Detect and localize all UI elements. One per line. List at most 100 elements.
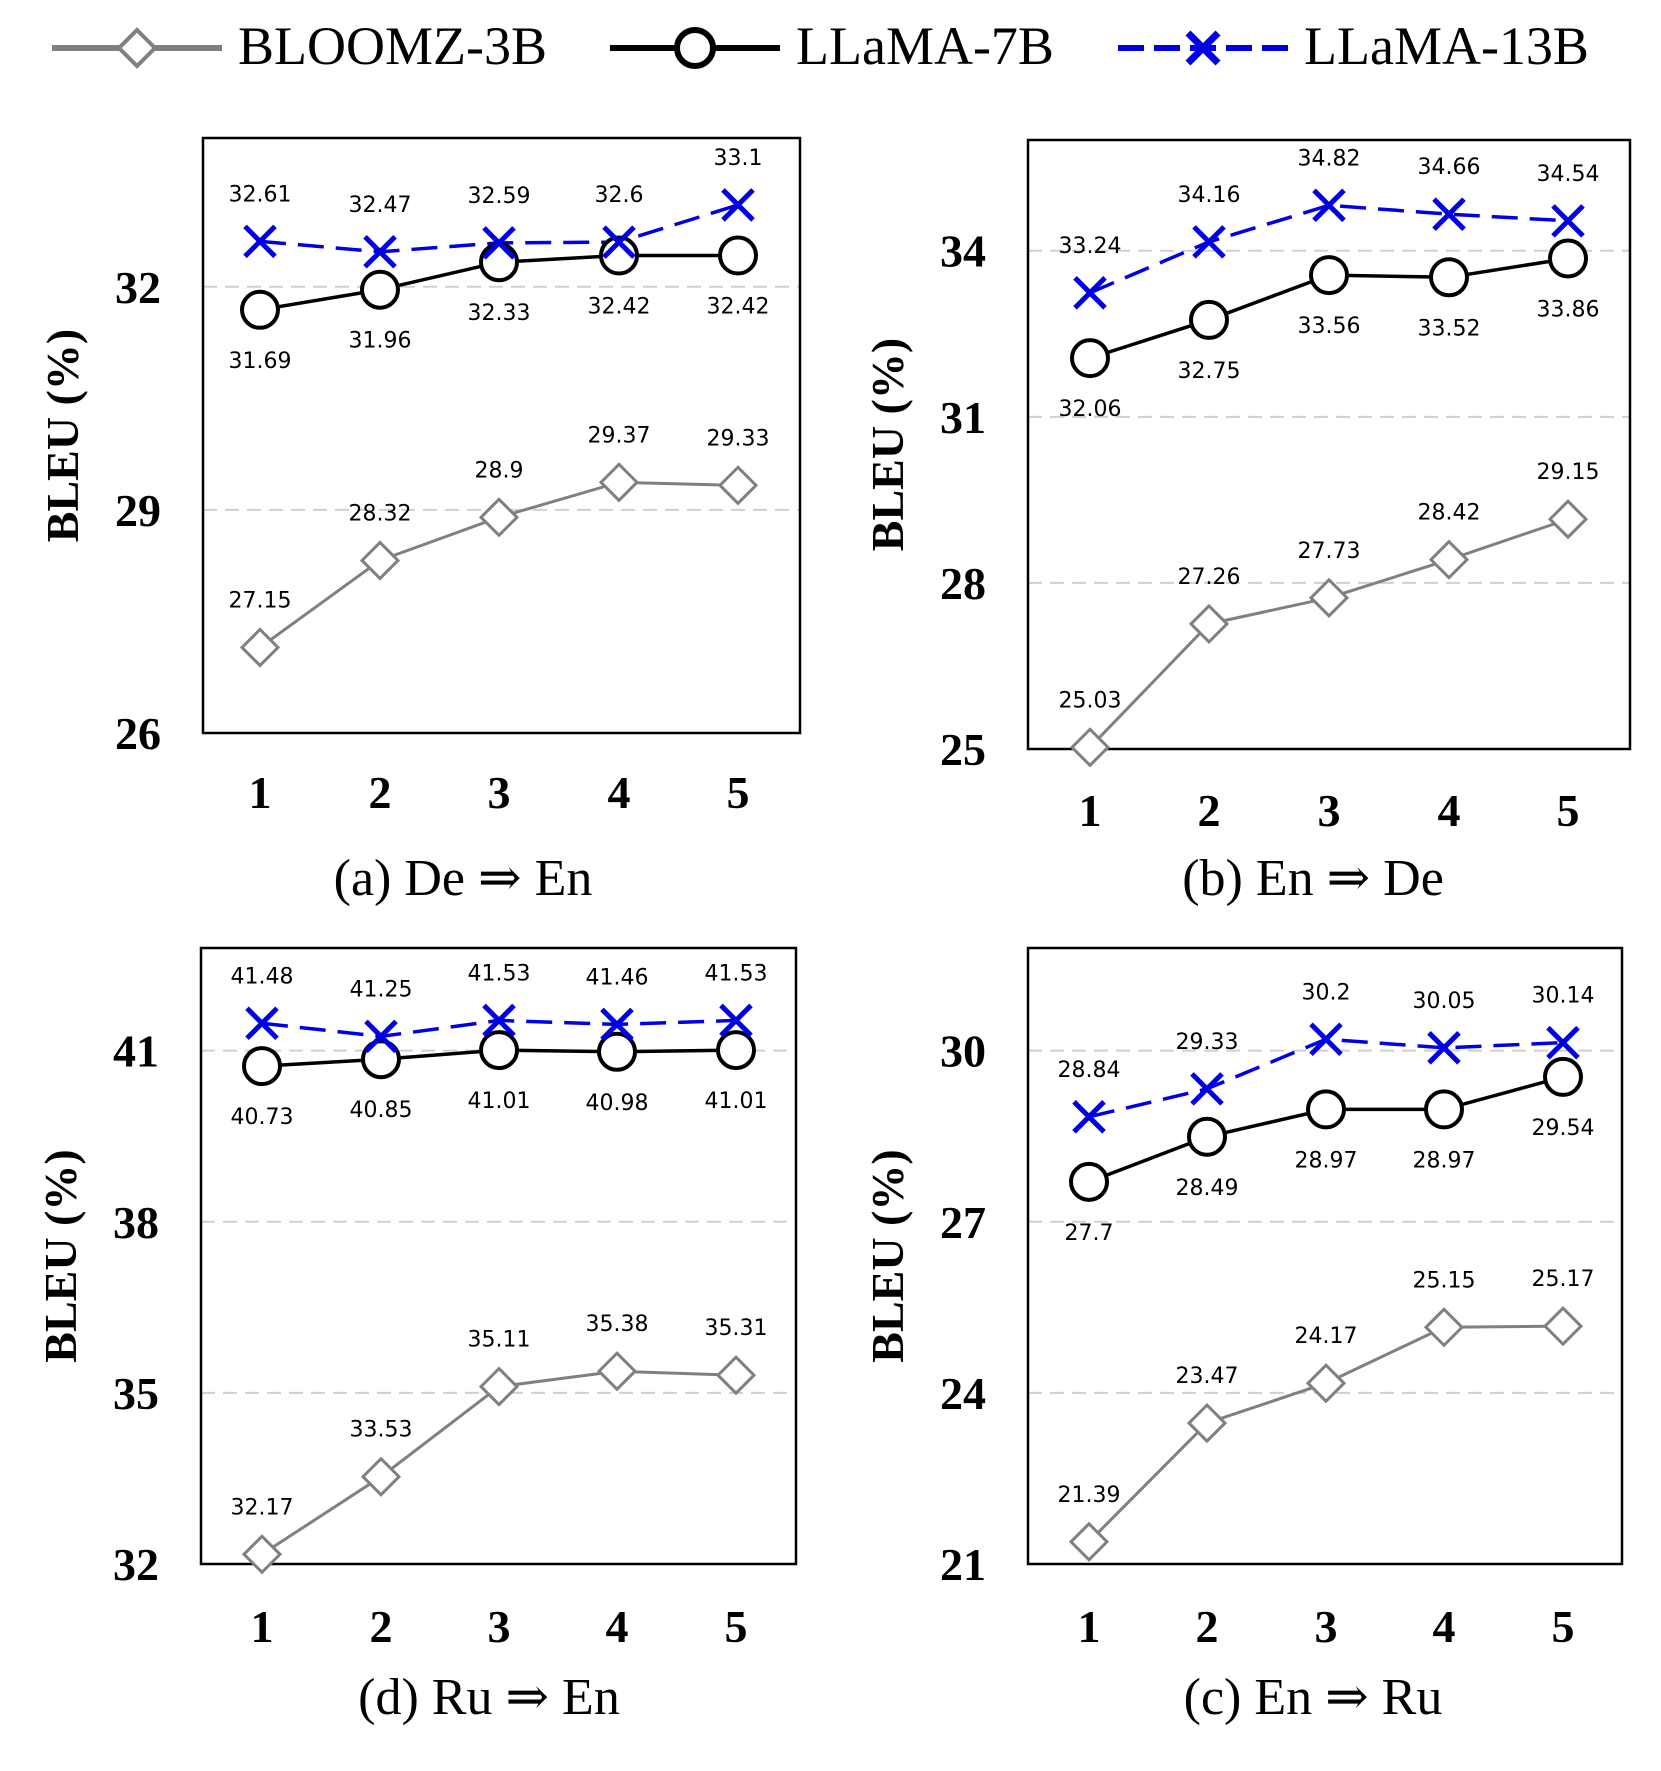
- series-bloomz-3b: [1087, 1324, 1564, 1543]
- data-point: [482, 1003, 516, 1038]
- data-label: 32.17: [231, 1495, 294, 1520]
- panel-caption: (a) De ⇒ En: [334, 850, 593, 907]
- series-points-llama-7b: 27.7 28.49 28.97 28.97 29.54: [1065, 1056, 1594, 1246]
- data-label: 32.61: [229, 182, 292, 207]
- data-label: 28.32: [349, 501, 412, 526]
- data-label: 27.15: [229, 588, 292, 613]
- data-point: [1190, 1072, 1224, 1106]
- y-tick-label: 41: [113, 1026, 159, 1077]
- data-label: 32.42: [707, 295, 770, 320]
- legend-label: BLOOMZ-3B: [238, 16, 547, 76]
- data-point: [597, 1031, 637, 1072]
- x-tick-label: 1: [251, 1601, 274, 1652]
- data-point: [364, 1019, 398, 1054]
- data-label: 35.38: [586, 1312, 649, 1337]
- y-tick-label: 32: [115, 262, 161, 313]
- data-point: [240, 289, 280, 330]
- x-tick-label: 5: [725, 1601, 748, 1652]
- series-points-bloomz-3b: 25.03 27.26 27.73 28.42 29.15: [1059, 460, 1599, 768]
- data-point: [1432, 197, 1466, 231]
- data-label: 33.56: [1298, 314, 1361, 339]
- data-label: 35.31: [705, 1316, 768, 1341]
- data-label: 34.54: [1537, 162, 1600, 187]
- series-points-llama-7b: 40.73 40.85 41.01 40.98 41.01: [231, 1030, 767, 1130]
- series-points-llama-13b: 32.61 32.47 32.59 32.6 33.1: [229, 146, 762, 269]
- data-point: [1312, 188, 1346, 223]
- data-point: [482, 226, 516, 260]
- panel-caption: (b) En ⇒ De: [1182, 850, 1444, 907]
- plot-frame: [1026, 138, 1632, 751]
- data-label: 30.2: [1302, 980, 1351, 1005]
- data-point: [360, 1456, 402, 1497]
- series-line: [1087, 1324, 1564, 1543]
- data-label: 29.37: [588, 423, 651, 448]
- data-point: [479, 242, 519, 283]
- panel-caption: (d) Ru ⇒ En: [358, 1669, 620, 1726]
- data-point: [1429, 257, 1469, 298]
- panels: 26 29 32 1 2 3 4 5 BLEU (%) (a) De ⇒ En 27.15 28.32…: [35, 136, 1632, 1726]
- data-point: [1547, 499, 1589, 540]
- x-tick-label: 4: [606, 1601, 629, 1652]
- data-point: [1546, 1025, 1580, 1060]
- panel-1: 26 29 32 1 2 3 4 5 BLEU (%) (a) De ⇒ En 27.15 28.32…: [37, 136, 802, 907]
- y-axis-label: BLEU (%): [862, 338, 913, 551]
- series-points-bloomz-3b: 21.39 23.47 24.17 25.15 25.17: [1058, 1267, 1595, 1562]
- y-tick-label: 27: [940, 1197, 986, 1248]
- legend-label: LLaMA-13B: [1304, 16, 1589, 76]
- x-tick-label: 2: [369, 767, 392, 818]
- y-tick-label: 29: [115, 485, 161, 536]
- data-label: 28.97: [1413, 1148, 1476, 1173]
- series-llama-13b: [1089, 203, 1569, 295]
- data-point: [600, 1007, 634, 1042]
- data-point: [1188, 603, 1230, 644]
- data-label: 29.33: [1176, 1030, 1239, 1055]
- data-label: 32.33: [468, 301, 531, 326]
- data-point: [1542, 1306, 1584, 1347]
- x-tick-label: 5: [1552, 1601, 1575, 1652]
- series-points-llama-7b: 31.69 31.96 32.33 32.42 32.42: [229, 235, 770, 374]
- x-tick-label: 4: [1433, 1601, 1456, 1652]
- x-tick-label: 3: [1315, 1601, 1338, 1652]
- data-point: [1308, 577, 1350, 618]
- plot-frame: [1026, 946, 1624, 1566]
- data-point: [717, 465, 759, 506]
- data-label: 21.39: [1058, 1483, 1121, 1508]
- y-tick-label: 26: [115, 708, 161, 759]
- data-point: [1548, 238, 1588, 279]
- x-tick-label: 3: [1318, 785, 1341, 836]
- data-point: [1192, 225, 1226, 259]
- data-label: 31.96: [349, 329, 412, 354]
- x-tick-label: 3: [488, 767, 511, 818]
- data-label: 41.01: [468, 1089, 531, 1114]
- data-label: 25.17: [1532, 1267, 1595, 1292]
- x-tick-label: 3: [488, 1601, 511, 1652]
- data-point: [1309, 1022, 1343, 1057]
- legend-marker: [674, 27, 716, 69]
- x-tick-label: 1: [249, 767, 272, 818]
- data-point: [1189, 299, 1229, 340]
- data-label: 32.6: [595, 183, 644, 208]
- legend-marker: [116, 27, 158, 69]
- data-point: [718, 235, 758, 276]
- data-point: [596, 1351, 638, 1392]
- data-point: [1427, 1031, 1461, 1065]
- y-tick-label: 38: [113, 1197, 159, 1248]
- y-tick-label: 35: [113, 1368, 159, 1419]
- data-label: 28.84: [1058, 1058, 1121, 1083]
- data-point: [1072, 1100, 1106, 1134]
- data-label: 34.16: [1178, 183, 1241, 208]
- data-label: 28.9: [475, 458, 524, 483]
- data-point: [479, 1030, 519, 1071]
- data-point: [363, 235, 397, 269]
- data-point: [715, 1355, 757, 1396]
- x-tick-label: 5: [727, 767, 750, 818]
- data-point: [1428, 539, 1470, 580]
- y-tick-label: 31: [940, 392, 986, 443]
- data-label: 33.53: [350, 1418, 413, 1443]
- series-points-llama-13b: 33.24 34.16 34.82 34.66 34.54: [1059, 146, 1600, 310]
- data-point: [239, 627, 281, 668]
- legend-item-llama-13b: LLaMA-13B: [1118, 16, 1589, 76]
- x-tick-label: 4: [608, 767, 631, 818]
- data-point: [1073, 276, 1107, 310]
